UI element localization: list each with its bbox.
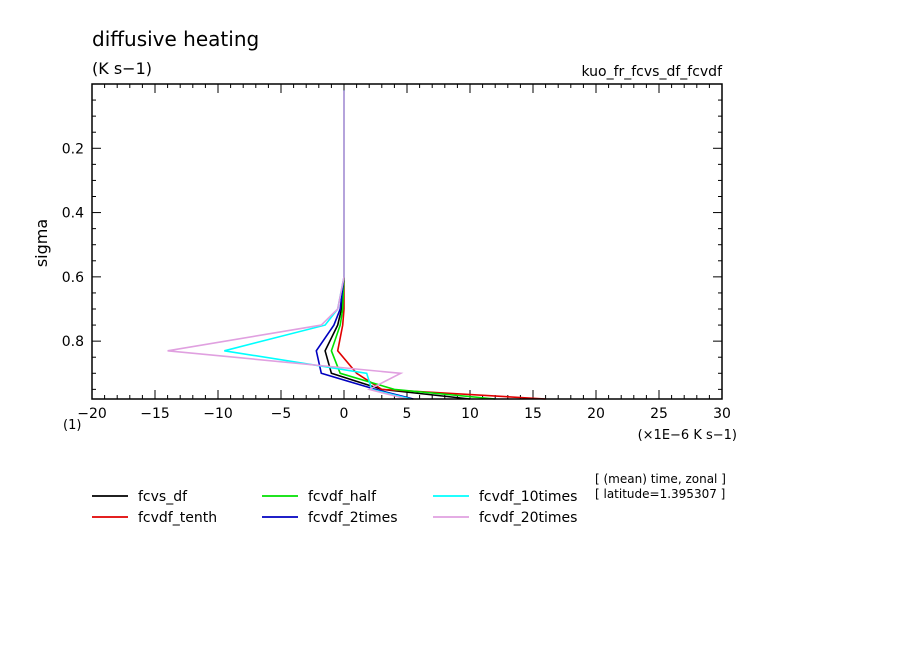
x-tick-label: −20 <box>77 406 107 422</box>
legend-label: fcvdf_20times <box>479 510 577 526</box>
x-tick-label: 30 <box>713 406 731 422</box>
x-tick-label: 10 <box>461 406 479 422</box>
info-line-time: [ (mean) time, zonal ] <box>595 472 726 486</box>
series-line-fcvdf_10times <box>224 90 411 400</box>
series-line-fcvdf_half <box>330 90 496 400</box>
legend-label: fcvdf_half <box>308 489 377 505</box>
legend-label: fcvdf_10times <box>479 489 577 505</box>
y-tick-label: 0.2 <box>62 141 84 157</box>
series-line-fcvdf_tenth <box>336 90 546 400</box>
legend-label: fcvs_df <box>138 489 188 505</box>
experiment-label: kuo_fr_fcvs_df_fcvdf <box>581 64 723 80</box>
y-tick-label: 0.6 <box>62 270 84 286</box>
y-tick-label: 0.8 <box>62 334 84 350</box>
plot-frame <box>91 83 723 400</box>
x-tick-label: 5 <box>403 406 412 422</box>
units-label: (K s−1) <box>92 59 152 78</box>
x-tick-label: 0 <box>340 406 349 422</box>
x-tick-label: 20 <box>587 406 605 422</box>
series-line-fcvdf_2times <box>315 90 414 400</box>
y-axis-label: sigma <box>32 219 51 267</box>
x-tick-label: 25 <box>650 406 668 422</box>
x-tick-label: −5 <box>271 406 292 422</box>
legend-label: fcvdf_2times <box>308 510 398 526</box>
x-tick-label: −10 <box>203 406 233 422</box>
info-line-latitude: [ latitude=1.395307 ] <box>595 487 725 501</box>
x-axis-multiplier: (1) <box>63 418 81 433</box>
y-tick-label: 0.4 <box>62 206 84 222</box>
x-tick-label: −15 <box>140 406 170 422</box>
legend-label: fcvdf_tenth <box>138 510 217 526</box>
x-axis-label: (×1E−6 K s−1) <box>638 428 737 443</box>
x-tick-label: 15 <box>524 406 542 422</box>
chart-title: diffusive heating <box>92 27 259 51</box>
series-line-fcvs_df <box>324 90 471 400</box>
series-line-fcvdf_20times <box>167 90 408 400</box>
